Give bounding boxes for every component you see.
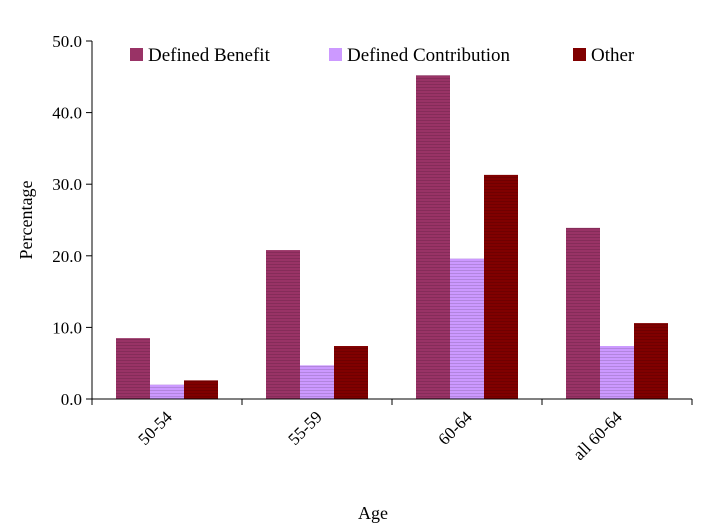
bar-texture: [600, 346, 634, 399]
axes: [91, 41, 692, 400]
legend-swatch-defined-benefit: [130, 48, 143, 61]
y-tick-label: 40.0: [52, 104, 82, 123]
x-tick-label: 60-64: [434, 407, 476, 449]
bar-texture: [266, 250, 300, 399]
y-tick-label: 0.0: [61, 390, 82, 409]
bar-texture: [450, 258, 484, 399]
y-axis-title: Percentage: [16, 181, 36, 260]
legend-swatch-other: [573, 48, 586, 61]
bars: [116, 75, 668, 400]
x-tick-label: 50-54: [134, 407, 176, 449]
x-ticks: 50-54 55-59 60-64 all 60-64: [91, 399, 693, 464]
y-tick-label: 50.0: [52, 32, 82, 51]
y-tick-label: 20.0: [52, 247, 82, 266]
y-ticks: 0.0 10.0 20.0 30.0 40.0 50.0: [52, 32, 92, 409]
bar-texture: [334, 346, 368, 399]
x-tick-label: all 60-64: [569, 407, 626, 464]
legend: Defined Benefit Defined Contribution Other: [130, 45, 635, 66]
bar-texture: [634, 323, 668, 399]
x-tick-label: 55-59: [284, 407, 325, 448]
x-axis-title: Age: [358, 503, 388, 523]
bar-texture: [300, 365, 334, 399]
y-tick-label: 30.0: [52, 175, 82, 194]
bar-texture: [566, 227, 600, 399]
bar-texture: [484, 174, 518, 399]
bar-texture: [116, 338, 150, 399]
legend-label-defined-contribution: Defined Contribution: [347, 45, 511, 66]
legend-label-defined-benefit: Defined Benefit: [148, 45, 271, 66]
y-tick-label: 10.0: [52, 318, 82, 337]
legend-swatch-defined-contribution: [329, 48, 342, 61]
bar-texture: [416, 75, 450, 400]
bar-texture: [150, 384, 184, 399]
bar-texture: [184, 380, 218, 399]
legend-label-other: Other: [591, 45, 635, 66]
